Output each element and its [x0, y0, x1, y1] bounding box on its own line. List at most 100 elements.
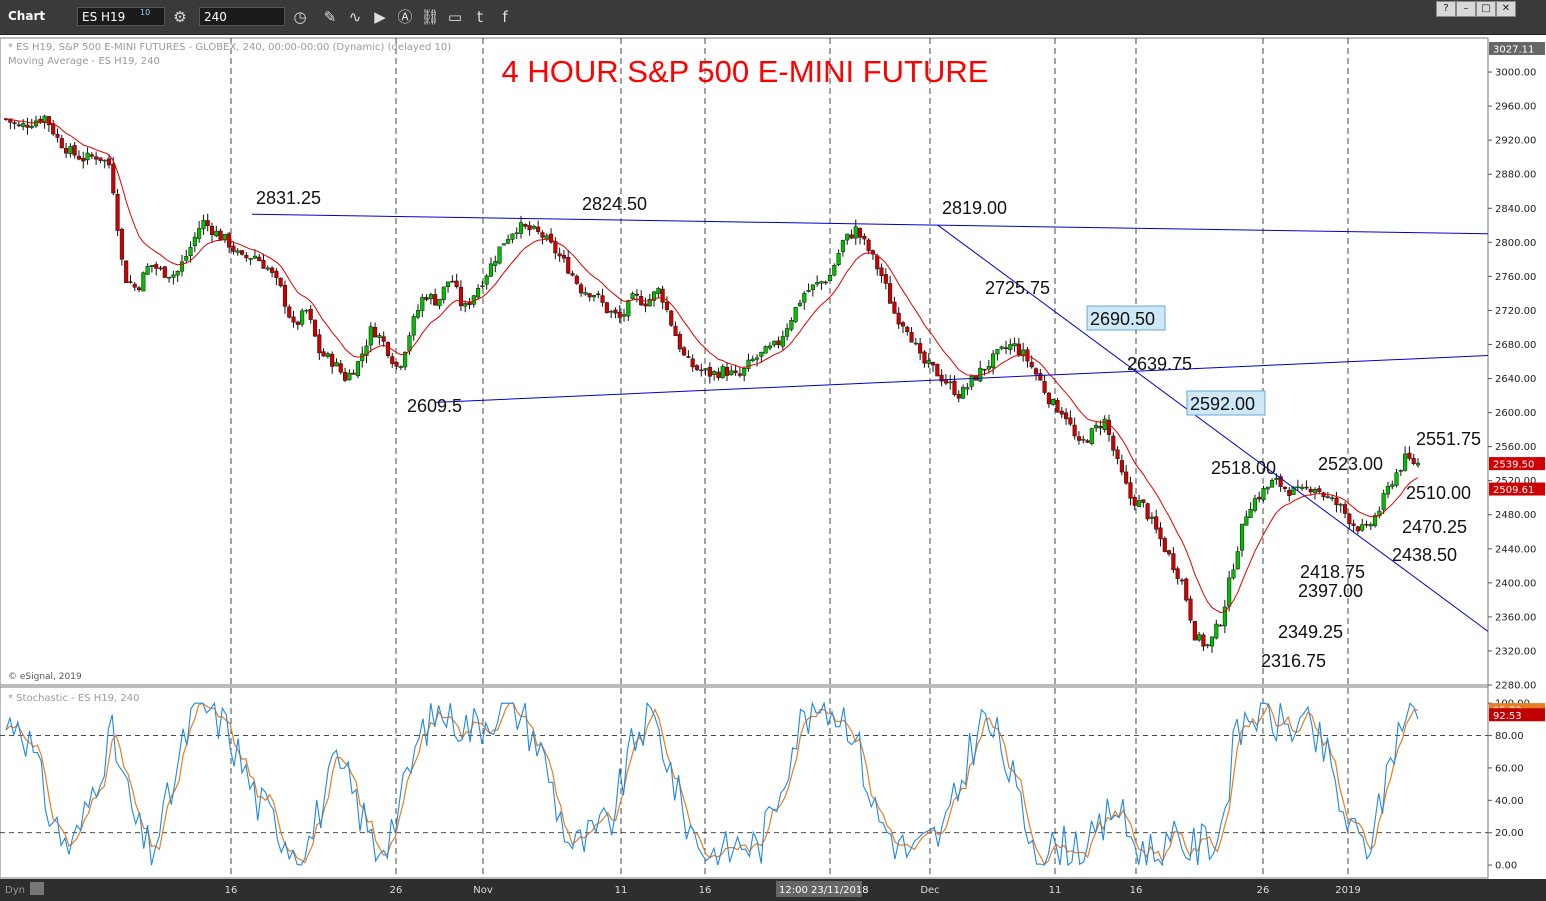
candle: [948, 381, 953, 384]
grid-layer: [0, 37, 1546, 879]
stoch-y-tick-label: 60.00: [1495, 763, 1524, 774]
dyn-label[interactable]: Dyn: [5, 885, 25, 896]
maximize-button[interactable]: □: [1476, 1, 1496, 17]
ma-value-label-box: [1489, 482, 1545, 496]
candle: [703, 368, 708, 371]
candle: [840, 240, 845, 253]
candle: [1407, 452, 1412, 459]
candle: [1287, 489, 1292, 496]
candle: [312, 319, 318, 337]
candle: [454, 280, 459, 288]
candle: [175, 270, 180, 276]
y-tick-label: 2720.00: [1495, 306, 1536, 317]
candle: [29, 125, 34, 128]
candle: [377, 335, 382, 338]
candle: [244, 255, 249, 259]
symbol-input[interactable]: ES H19 10: [77, 7, 165, 26]
candle: [553, 241, 558, 254]
candle: [1227, 577, 1232, 607]
candle: [441, 286, 446, 301]
candle: [1102, 418, 1107, 430]
candle: [767, 345, 772, 349]
candle: [1003, 347, 1009, 349]
chart-title: 4 HOUR S&P 500 E-MINI FUTURE: [502, 54, 989, 89]
chart-canvas[interactable]: 2280.00 2320.00 2360.00 2400.00 2440.00 2480.…: [0, 34, 1546, 879]
candle: [733, 370, 738, 373]
settings-icon[interactable]: ⚙: [173, 8, 187, 26]
candle: [1300, 486, 1305, 489]
candle: [630, 293, 635, 300]
candle: [939, 374, 944, 382]
candle: [1029, 362, 1034, 368]
candle: [12, 122, 17, 124]
interval-input[interactable]: 240: [199, 7, 285, 26]
candle: [1081, 438, 1086, 441]
candle: [282, 284, 288, 307]
candle: [802, 292, 807, 303]
candle: [201, 220, 206, 230]
candle: [1008, 344, 1013, 350]
candle: [1089, 428, 1094, 444]
clock-icon[interactable]: ◷: [293, 8, 307, 26]
candle: [1239, 523, 1245, 551]
price-annotation: 2397.00: [1298, 581, 1363, 601]
stoch-y-tick-label: 0.00: [1495, 861, 1517, 872]
candle: [209, 225, 215, 236]
lock-icon[interactable]: [30, 882, 44, 895]
y-tick-label: 2640.00: [1495, 374, 1536, 385]
candle: [690, 358, 695, 368]
candle: [780, 336, 785, 347]
price-annotation: 2316.75: [1261, 651, 1326, 671]
candle: [772, 340, 777, 346]
candle: [982, 368, 987, 371]
candle: [746, 359, 751, 369]
candle: [1162, 538, 1167, 552]
price-annotation: 2438.50: [1392, 545, 1457, 565]
help-button[interactable]: ?: [1436, 1, 1456, 17]
candle: [759, 351, 764, 357]
candle: [218, 230, 223, 241]
candle: [415, 310, 421, 318]
stoch-y-tick-label: 80.00: [1495, 731, 1524, 742]
candle: [197, 228, 202, 239]
candle: [257, 256, 262, 262]
text-layer: * ES H19, S&P 500 E-MINI FUTURES - GLOBE…: [8, 42, 1481, 704]
candle: [46, 116, 51, 126]
candle: [1244, 516, 1249, 526]
candle: [446, 281, 451, 287]
candle: [883, 274, 888, 284]
close-button[interactable]: ✕: [1496, 1, 1516, 17]
play-icon[interactable]: ▶: [374, 8, 386, 26]
y-tick-label: 2800.00: [1495, 238, 1536, 249]
candle: [1209, 636, 1215, 647]
candle: [604, 302, 609, 313]
pencil-icon[interactable]: ✎: [323, 8, 337, 26]
link-icon[interactable]: ⛓: [420, 8, 440, 26]
candle: [493, 261, 498, 266]
candle: [239, 250, 245, 255]
candle: [943, 379, 948, 384]
candle: [325, 353, 330, 357]
candle: [1205, 644, 1210, 646]
twitter-icon[interactable]: t: [477, 8, 483, 26]
minimize-button[interactable]: –: [1456, 1, 1476, 17]
candle: [72, 145, 77, 156]
candle: [360, 353, 365, 362]
candle: [321, 351, 326, 357]
facebook-icon[interactable]: f: [502, 8, 508, 26]
curve-icon[interactable]: ∿: [348, 8, 362, 26]
candle: [450, 280, 455, 283]
candle: [969, 375, 974, 387]
candle: [720, 366, 725, 378]
comment-icon[interactable]: ▭: [447, 8, 463, 26]
candle: [351, 372, 356, 375]
price-annotation: 2819.00: [942, 198, 1007, 218]
candle: [265, 267, 270, 270]
candle: [823, 281, 828, 284]
y-tick-label: 3000.00: [1495, 68, 1536, 79]
candle: [527, 225, 532, 231]
a-icon[interactable]: Ⓐ: [397, 8, 413, 26]
candle: [1308, 488, 1313, 493]
ma-header: Moving Average - ES H19, 240: [8, 56, 160, 67]
candle: [364, 345, 369, 356]
